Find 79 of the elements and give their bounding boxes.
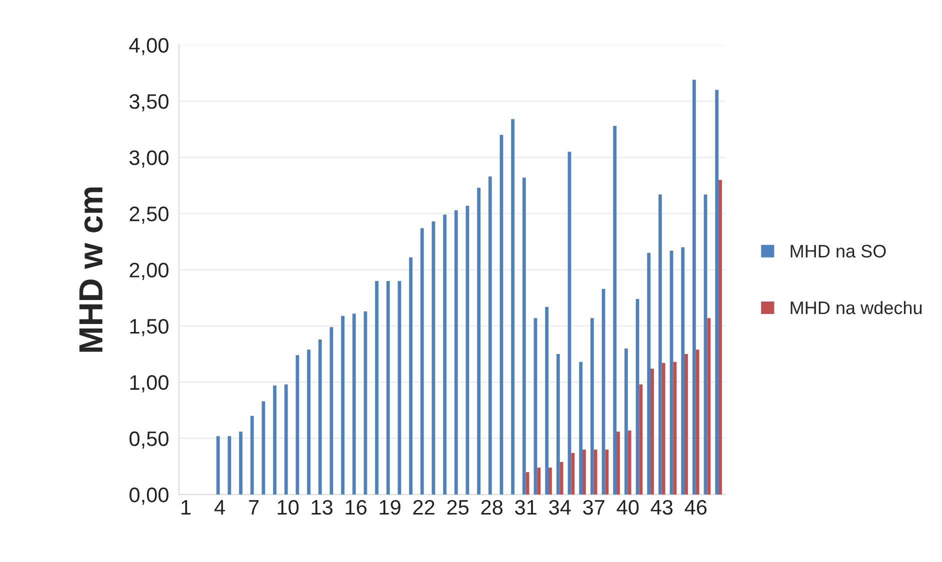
y-tick-label: 3,50: [130, 94, 168, 112]
bar: [692, 80, 696, 495]
legend-label: MHD na wdechu: [790, 300, 922, 314]
bar: [571, 452, 575, 495]
x-tick-label: 37: [583, 500, 604, 515]
x-tick-label: 40: [616, 500, 639, 515]
bar: [579, 362, 583, 495]
bar: [647, 252, 651, 495]
bar: [477, 188, 480, 495]
bar: [239, 432, 242, 495]
bar: [330, 327, 334, 495]
bar: [545, 306, 549, 495]
bar: [409, 257, 412, 495]
bar: [650, 368, 654, 495]
bar: [639, 384, 643, 495]
bar: [605, 450, 609, 495]
bar: [673, 362, 677, 495]
x-tick-label: 1: [182, 500, 191, 515]
bar: [443, 214, 446, 495]
bar: [681, 247, 685, 495]
bar: [488, 176, 492, 495]
x-tick-label: 7: [249, 500, 259, 515]
bar: [364, 311, 368, 495]
bar: [582, 450, 586, 495]
bar: [318, 339, 322, 495]
bar: [522, 178, 526, 495]
y-tick-label: 0,00: [130, 488, 168, 505]
bar: [454, 210, 458, 495]
x-tick-label: 28: [481, 500, 503, 515]
legend-label: MHD na SO: [790, 244, 886, 258]
bar: [262, 401, 266, 495]
bar: [662, 363, 666, 495]
y-tick-label: 3,00: [130, 150, 168, 168]
y-axis-title: MHD w cm: [79, 188, 103, 352]
y-tick-label: 2,50: [130, 206, 168, 224]
y-tick-label: 1,50: [130, 318, 168, 336]
bar: [613, 126, 617, 495]
y-tick-label: 0,50: [130, 431, 168, 449]
bar: [556, 354, 560, 495]
bar: [228, 436, 232, 495]
x-tick-label: 22: [413, 500, 434, 515]
bar: [715, 90, 719, 495]
bar: [341, 316, 344, 495]
bar: [658, 194, 662, 495]
bar: [307, 350, 310, 495]
bar: [216, 436, 220, 495]
x-tick-label: 4: [214, 500, 225, 515]
x-tick-label: 13: [312, 500, 332, 515]
bar: [684, 354, 688, 495]
y-tick-label: 1,00: [130, 375, 168, 392]
bar: [616, 432, 620, 495]
bar: [420, 228, 424, 495]
bar: [590, 318, 594, 495]
bar: [386, 281, 390, 495]
bar: [624, 348, 628, 495]
y-tick-label: 2,00: [130, 262, 168, 280]
bar: [352, 314, 356, 495]
bar: [548, 468, 552, 495]
x-tick-label: 10: [278, 500, 299, 515]
x-tick-label: 19: [380, 500, 400, 515]
x-tick-label: 34: [549, 500, 571, 515]
bar: [375, 281, 378, 495]
x-tick-label: 31: [515, 500, 536, 515]
bar: [537, 468, 541, 495]
bar: [718, 180, 722, 495]
bar: [696, 350, 700, 495]
x-tick-label: 25: [447, 500, 469, 515]
x-tick-label: 43: [650, 500, 673, 515]
bar: [284, 384, 288, 495]
bar: [707, 318, 711, 495]
bar: [594, 450, 598, 495]
x-tick-label: 46: [684, 500, 707, 515]
x-tick-label: 16: [346, 500, 366, 515]
bar: [628, 430, 632, 495]
bar: [511, 119, 515, 495]
bar: [273, 386, 276, 495]
y-tick-label: 4,00: [129, 38, 168, 56]
bar: [250, 416, 254, 495]
bar: [296, 355, 300, 495]
